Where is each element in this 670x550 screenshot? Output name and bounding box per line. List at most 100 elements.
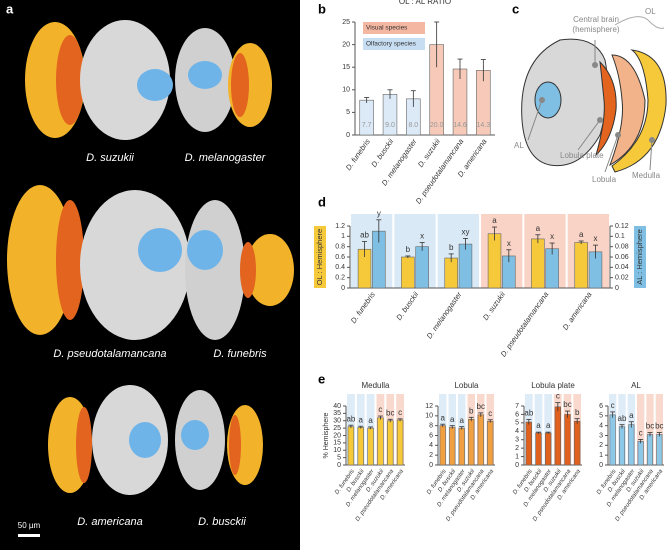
y-tick-label: 0.8 [335,244,345,251]
bar [382,94,398,136]
y-tick-label: 3 [599,432,603,439]
bar [544,432,552,466]
x-tick-label: D. pseudotalamancana [499,290,551,358]
group-background [544,394,552,465]
bar [525,421,533,466]
diagram-label: Lobula [592,175,617,184]
group-background [351,214,393,288]
scale-bar [18,534,40,537]
panel-label: b [318,1,326,16]
y2-tick-label: 0.06 [615,254,629,261]
bar [656,434,663,466]
y-tick-label: 1 [515,453,519,460]
y-tick-label: 25 [342,19,350,26]
y-tick-label: 6 [515,411,519,418]
annotation: bc [477,402,485,411]
annotation: b [469,406,474,415]
annotation: ab [618,414,627,423]
group-background [655,394,663,465]
annotation: a [441,413,446,422]
y-tick-label: 20 [342,41,350,48]
bar [609,414,616,466]
annotation: b [449,243,454,252]
bar [458,427,465,466]
group-background [646,394,654,465]
y-tick-label: 0 [346,132,350,139]
bar [415,246,429,289]
legend-label: Olfactory species [366,41,417,48]
x-tick-label: D. busckii [394,290,420,322]
annotation: c [639,429,643,438]
annotation: ab [360,231,369,240]
y-tick-label: 40 [333,403,341,410]
y-tick-label: 12 [425,403,433,410]
bar [449,426,456,466]
y-tick-label: 7 [515,403,519,410]
diagram-label: OL [645,7,656,16]
y-tick-label: 2 [515,445,519,452]
chart-title: Medulla [361,381,390,390]
scale-label: 50 µm [18,521,41,530]
bar [439,425,446,466]
y-tick-label: 25 [333,425,341,432]
bar [357,427,364,466]
group-background [637,394,645,465]
y2-tick-label: 0.12 [615,223,629,230]
chart-title: Lobula plate [531,381,575,390]
y2-tick-label: 0.1 [615,233,625,240]
axis-label-bg [314,226,326,288]
annotation: b [406,245,411,254]
annotation: a [450,415,455,424]
y-tick-label: 0 [337,462,341,469]
chart-title: Lobula [454,381,479,390]
y2-tick-label: 0 [615,285,619,292]
legend-swatch [363,38,425,50]
bar [458,243,473,289]
annotation: bc [646,422,654,431]
annotation: a [629,411,634,420]
bar [646,434,654,466]
y-tick-label: 0.6 [335,254,345,261]
annotation: x [593,234,597,243]
bar [387,420,394,466]
bar [477,414,484,466]
species-label: D. melanogaster [185,152,267,164]
bar [574,242,588,289]
x-tick-label: D. americana [561,290,594,332]
annotation: x [550,232,554,241]
species-label: D. busckii [198,516,246,528]
bar [444,257,458,289]
bar [468,418,475,466]
y-tick-label: 5 [599,413,603,420]
y-tick-label: 15 [333,440,341,447]
value-label: 9.0 [385,122,395,129]
axis-label-bg [634,226,646,288]
diagram-label: Lobula plate [560,151,604,160]
panel-c-diagram [521,16,667,173]
bar [637,441,644,466]
y-tick-label: 0 [599,462,603,469]
y-tick-label: 2 [599,442,603,449]
diagram-label: Central brain [573,15,619,24]
y2-tick-label: 0.08 [615,244,629,251]
y-tick-label: 1 [599,452,603,459]
annotation: b [575,408,580,417]
y-tick-label: 35 [333,410,341,417]
y2-tick-label: 0.04 [615,264,629,271]
annotation: a [460,416,465,425]
annotation: ab [346,414,355,423]
value-label: 14.6 [453,122,467,129]
bar [628,424,635,466]
annotation: c [611,401,615,410]
x-tick-label: D. suzukii [481,290,507,322]
bar [573,420,581,466]
y-tick-label: 4 [429,442,433,449]
annotation: bc [563,400,571,409]
y-tick-label: 1.2 [335,223,345,230]
y-tick-label: 5 [337,454,341,461]
bar [359,99,374,136]
annotation: x [507,239,511,248]
panel-label: c [512,1,519,16]
x-tick-label: D. funebris [349,290,377,325]
y-tick-label: 8 [429,423,433,430]
